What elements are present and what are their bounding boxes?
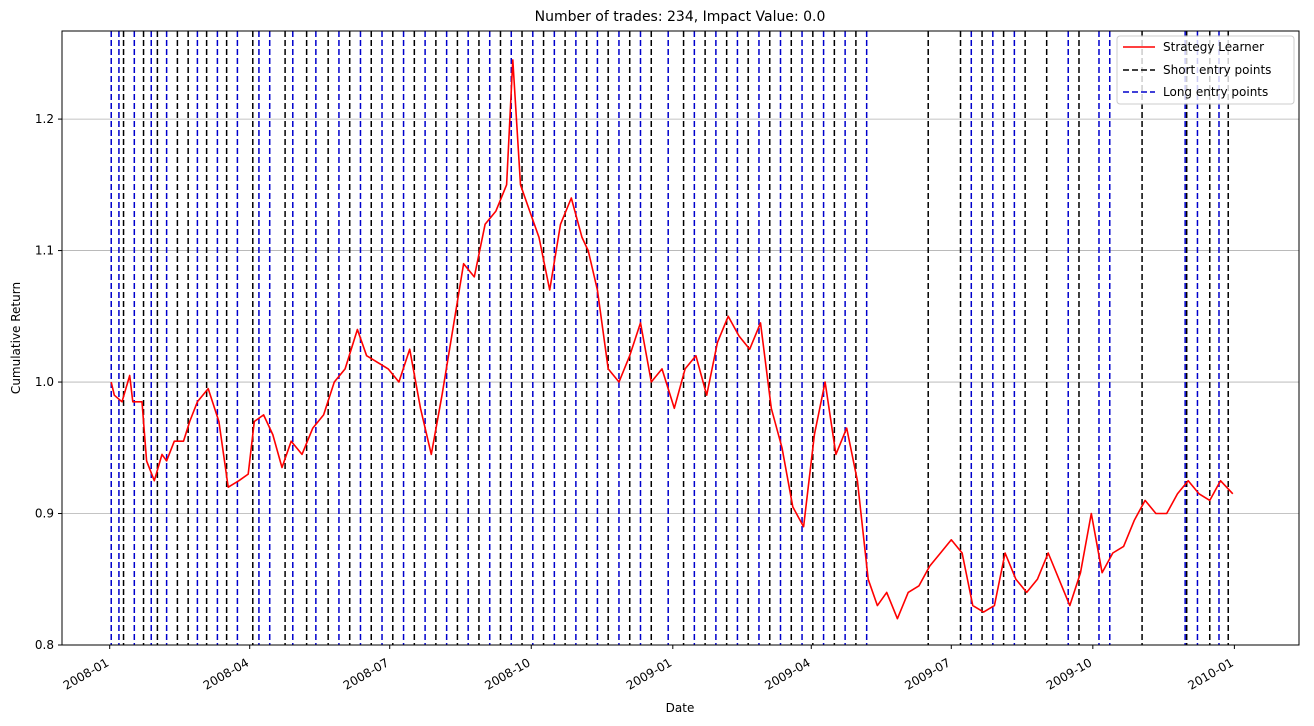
- legend: Strategy Learner Short entry points Long…: [1116, 35, 1295, 105]
- legend-long-label: Long entry points: [1163, 85, 1268, 99]
- y-tick-label: 1.0: [35, 375, 54, 389]
- y-tick-label: 0.9: [35, 507, 54, 521]
- x-tick-label: 2008-07: [341, 655, 391, 692]
- y-axis-label: Cumulative Return: [9, 282, 23, 394]
- y-tick-label: 0.8: [35, 638, 54, 652]
- legend-short-label: Short entry points: [1163, 63, 1271, 77]
- x-tick-label: 2008-10: [482, 655, 532, 692]
- y-tick-label: 1.2: [35, 112, 54, 126]
- y-tick-label: 1.1: [35, 244, 54, 258]
- x-tick-label: 2009-07: [902, 655, 952, 692]
- legend-strategy-label: Strategy Learner: [1163, 40, 1264, 54]
- x-axis-label: Date: [666, 701, 695, 715]
- axes-layer: 0.8 0.9 1.0 1.1 1.2 2008-01 2008-04 2008-07 2008…: [35, 112, 1236, 693]
- grid-layer: [62, 118, 1299, 646]
- x-tick-label: 2009-01: [624, 655, 674, 692]
- x-tick-label: 2009-04: [762, 655, 812, 692]
- legend-box: [1116, 35, 1295, 105]
- chart-title: Number of trades: 234, Impact Value: 0.0: [535, 9, 826, 25]
- series-layer: [110, 59, 1234, 620]
- strategy-learner-line: [110, 59, 1234, 620]
- x-tick-label: 2010-01: [1185, 655, 1235, 692]
- plot-frame: [61, 30, 1300, 646]
- entry-lines-layer: [110, 31, 1229, 645]
- x-tick-label: 2008-01: [61, 655, 111, 692]
- x-tick-label: 2008-04: [201, 655, 251, 692]
- x-tick-label: 2009-10: [1044, 655, 1094, 692]
